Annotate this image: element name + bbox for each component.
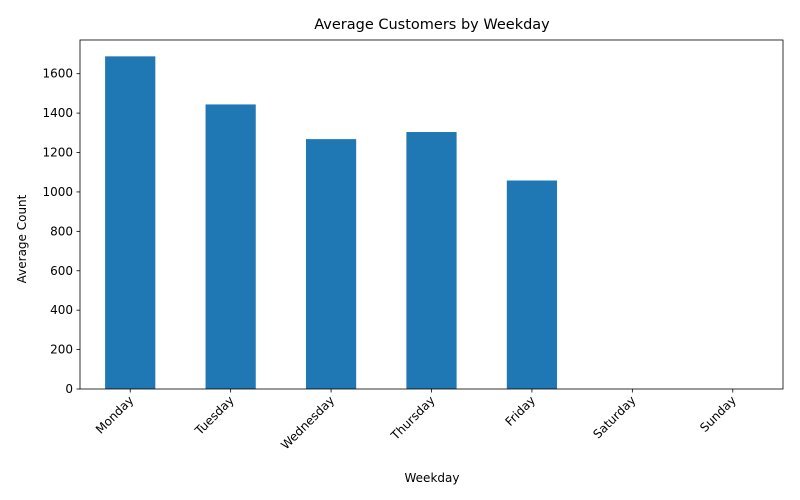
y-tick-label: 800 xyxy=(50,224,73,238)
bar-wednesday xyxy=(305,139,357,389)
x-tick-label: Sunday xyxy=(697,393,739,435)
y-tick-label: 600 xyxy=(50,264,73,278)
bar-monday xyxy=(105,56,156,390)
x-tick-label: Wednesday xyxy=(278,393,337,452)
y-tick-label: 0 xyxy=(65,382,73,396)
x-tick-label: Tuesday xyxy=(192,393,237,438)
y-tick-label: 1600 xyxy=(42,67,73,81)
y-tick-label: 400 xyxy=(50,303,73,317)
y-axis: 0 200 400 600 800 1000 1200 1400 1600 xyxy=(42,67,80,396)
bar-thursday xyxy=(406,132,457,389)
x-axis: Monday Tuesday Wednesday Thursday Friday Satu… xyxy=(93,389,739,452)
chart-title: Average Customers by Weekday xyxy=(314,17,550,33)
x-tick-label: Monday xyxy=(93,393,136,436)
y-tick-label: 1200 xyxy=(42,146,73,160)
y-axis-label: Average Count xyxy=(15,194,29,283)
y-tick-label: 1400 xyxy=(42,106,73,120)
bars-group xyxy=(105,56,558,390)
x-tick-label: Friday xyxy=(502,393,538,429)
x-axis-label: Weekday xyxy=(405,471,460,485)
plot-frame xyxy=(79,39,784,390)
y-tick-label: 200 xyxy=(50,343,73,357)
y-tick-label: 1000 xyxy=(42,185,73,199)
x-tick-label: Saturday xyxy=(590,393,638,441)
bar-tuesday xyxy=(205,104,256,389)
x-tick-label: Thursday xyxy=(388,393,438,443)
bar-friday xyxy=(506,180,558,389)
